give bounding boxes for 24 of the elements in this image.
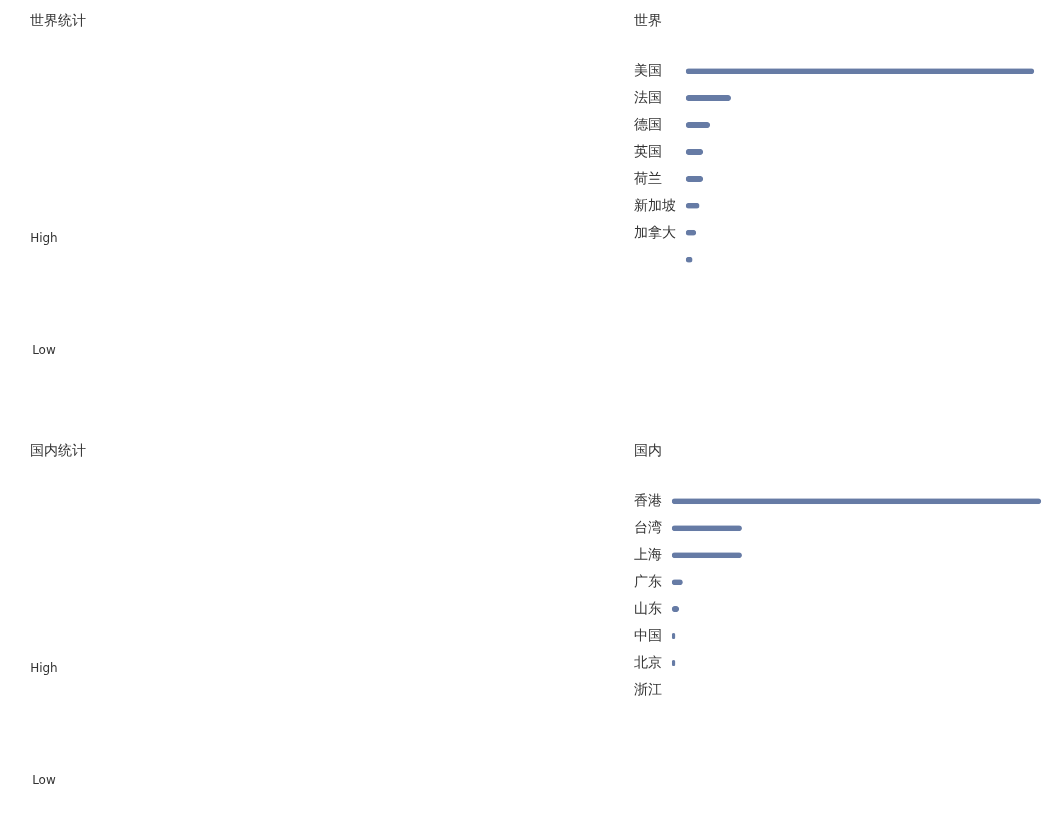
y-tick-label: 英国 [634, 142, 663, 159]
y-tick-label: 德国 [634, 116, 663, 133]
y-tick-label: 美国 [634, 62, 663, 79]
y-tick-label: 山东 [634, 600, 663, 617]
y-tick-label: 上海 [634, 546, 663, 563]
text: 世界统计 [30, 11, 87, 28]
y-tick-label: 加拿大 [634, 223, 677, 240]
text: Low [32, 773, 56, 788]
y-tick-label: 荷兰 [634, 169, 663, 186]
y-tick-label: 法国 [634, 89, 663, 106]
y-tick-label: 浙江 [634, 680, 663, 697]
chart-title: 世界 [633, 11, 662, 28]
bar [685, 95, 732, 102]
text: High [30, 231, 58, 246]
text: High [30, 661, 58, 676]
y-tick-label: 中国 [634, 627, 663, 644]
y-tick-label: 北京 [634, 654, 663, 670]
y-tick-label: 香港 [634, 492, 663, 509]
y-tick-label: 台湾 [634, 519, 663, 536]
text: Low [32, 343, 56, 358]
text: 国内统计 [30, 441, 87, 458]
y-tick-label: 广东 [634, 573, 663, 590]
y-tick-label: 新加坡 [634, 196, 677, 213]
chart-title: 国内 [633, 441, 662, 458]
